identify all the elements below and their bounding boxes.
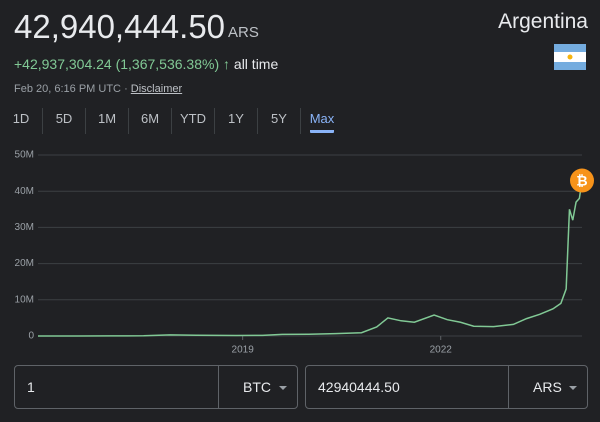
x-tick-label: 2019 <box>232 345 255 356</box>
price: 42,940,444.50 <box>14 8 226 45</box>
y-tick-label: 40M <box>15 186 34 197</box>
marker-icon: ₿ <box>576 172 587 188</box>
arrow: ↑ <box>223 56 231 72</box>
range-tabs: 1D 5D 1M 6M YTD 1Y 5Y Max <box>0 108 343 134</box>
range-tab[interactable]: 1Y <box>214 108 257 134</box>
disclaimer[interactable]: Disclaimer <box>130 83 183 95</box>
country: Argentina <box>498 10 588 33</box>
tab-label: 6M <box>140 111 160 126</box>
range-tab[interactable]: YTD <box>171 108 214 134</box>
to-field[interactable]: 42940444.50 ARS <box>305 365 588 409</box>
from-field[interactable]: 1 BTC <box>14 365 298 409</box>
tab-label: 1D <box>12 111 30 126</box>
currency: ARS <box>228 24 259 41</box>
change: +42,937,304.24 (1,367,536.38%) ↑ all tim… <box>14 56 278 72</box>
x-tick-label: 2022 <box>430 345 453 356</box>
chart: 0 10M 20M 30M 40M 50M 2019 2022 ₿ <box>15 150 594 356</box>
to-amount[interactable]: 42940444.50 <box>318 379 400 395</box>
change-value: +42,937,304.24 (1,367,536.38%) <box>14 56 220 72</box>
from-unit-select[interactable]: BTC <box>218 366 297 408</box>
flag <box>554 44 586 70</box>
period: all time <box>233 56 279 72</box>
y-tick-label: 50M <box>15 150 34 161</box>
range-tab[interactable]: 1M <box>85 108 128 134</box>
y-tick-label: 20M <box>15 258 34 269</box>
dropdown-arrow <box>569 386 577 394</box>
timestamp-row: Feb 20, 6:16 PM UTC · Disclaimer <box>14 83 182 95</box>
tab-label: Max <box>309 111 335 133</box>
range-tab[interactable]: 5Y <box>257 108 300 134</box>
from-unit: BTC <box>243 379 271 395</box>
end-marker <box>570 168 594 193</box>
tab-label: 5D <box>55 111 73 126</box>
range-tab[interactable]: 5D <box>42 108 85 134</box>
y-tick-label: 10M <box>15 294 34 305</box>
range-tab[interactable]: Max <box>300 108 343 134</box>
separator: · <box>124 83 128 95</box>
y-tick-label: 30M <box>15 222 34 233</box>
tab-label: YTD <box>180 111 206 126</box>
to-unit-select[interactable]: ARS <box>508 366 587 408</box>
tab-label: 1Y <box>228 111 244 126</box>
from-amount[interactable]: 1 <box>27 379 35 395</box>
range-tab[interactable]: 6M <box>128 108 171 134</box>
dropdown-arrow <box>279 386 287 394</box>
range-tab[interactable]: 1D <box>0 108 42 134</box>
timestamp: Feb 20, 6:16 PM UTC <box>14 83 121 95</box>
tab-label: 1M <box>97 111 117 126</box>
y-tick-label: 0 <box>28 331 34 342</box>
to-unit: ARS <box>533 379 562 395</box>
price-line <box>37 180 583 337</box>
tab-label: 5Y <box>271 111 287 126</box>
